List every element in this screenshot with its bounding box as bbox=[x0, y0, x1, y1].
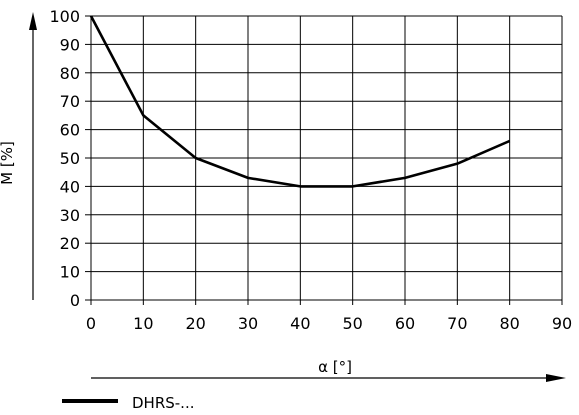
x-tick-label: 80 bbox=[499, 314, 519, 333]
x-tick-label: 60 bbox=[395, 314, 415, 333]
x-tick-label: 0 bbox=[86, 314, 96, 333]
y-tick-label: 40 bbox=[60, 177, 80, 196]
y-tick-label: 60 bbox=[60, 121, 80, 140]
x-axis-ticks: 0 10 20 30 40 50 60 70 80 90 bbox=[86, 300, 572, 333]
y-tick-label: 0 bbox=[70, 291, 80, 310]
y-tick-label: 20 bbox=[60, 234, 80, 253]
y-tick-label: 10 bbox=[60, 263, 80, 282]
y-tick-label: 80 bbox=[60, 64, 80, 83]
grid bbox=[90, 15, 563, 301]
x-tick-label: 90 bbox=[552, 314, 572, 333]
y-tick-label: 50 bbox=[60, 149, 80, 168]
y-tick-label: 100 bbox=[49, 7, 80, 26]
y-tick-label: 70 bbox=[60, 92, 80, 111]
y-tick-label: 30 bbox=[60, 206, 80, 225]
x-tick-label: 50 bbox=[342, 314, 362, 333]
x-axis-label: α [°] bbox=[318, 358, 352, 376]
y-axis-label: M [%] bbox=[0, 141, 16, 185]
legend: DHRS-... bbox=[62, 394, 195, 412]
x-tick-label: 30 bbox=[238, 314, 258, 333]
x-tick-label: 20 bbox=[185, 314, 205, 333]
x-tick-label: 40 bbox=[290, 314, 310, 333]
y-tick-label: 90 bbox=[60, 35, 80, 54]
x-tick-label: 70 bbox=[447, 314, 467, 333]
x-tick-label: 10 bbox=[133, 314, 153, 333]
legend-label: DHRS-... bbox=[132, 394, 195, 412]
y-axis-arrow-head bbox=[29, 12, 37, 30]
x-axis-arrow-head bbox=[546, 374, 566, 382]
series-layer bbox=[89, 15, 511, 188]
y-axis-ticks: 0 10 20 30 40 50 60 70 80 90 100 bbox=[49, 7, 91, 310]
